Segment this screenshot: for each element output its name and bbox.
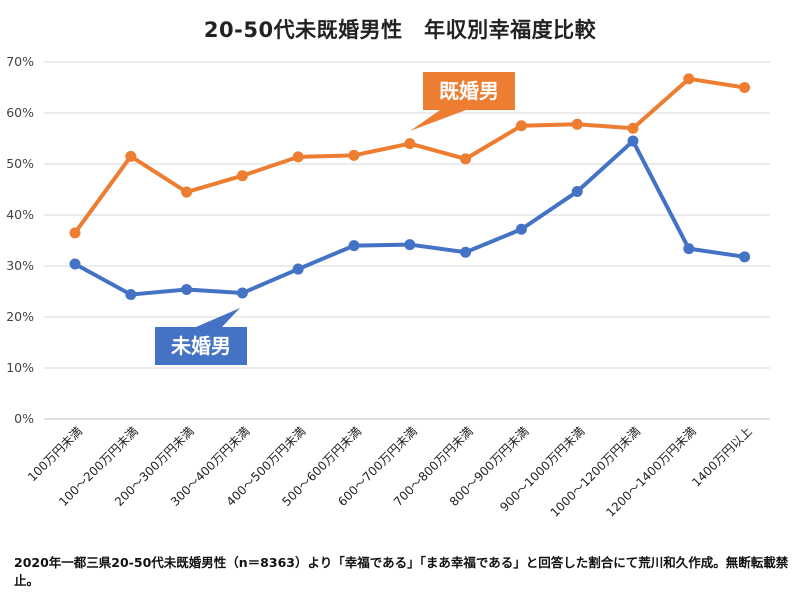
data-point	[292, 263, 304, 275]
data-point	[69, 258, 81, 270]
series-callout: 未婚男	[155, 308, 247, 365]
x-tick-label: 1400万円以上	[689, 424, 754, 489]
data-point	[69, 227, 81, 239]
line-chart: 0% 10% 20% 30% 40% 50% 60% 70% 100万円未満100～200万円…	[6, 54, 770, 520]
callout-box	[423, 72, 515, 110]
data-point	[236, 287, 248, 299]
data-point	[125, 150, 137, 162]
data-point	[515, 120, 527, 132]
series-label: 既婚男	[439, 79, 499, 103]
y-tick-label: 50%	[6, 156, 34, 171]
data-point	[683, 243, 695, 255]
data-point	[460, 246, 472, 258]
data-point	[683, 73, 695, 85]
data-point	[739, 251, 751, 263]
y-tick-label: 10%	[6, 360, 34, 375]
data-point	[292, 151, 304, 163]
series-group	[69, 73, 751, 239]
callout-box	[155, 327, 247, 365]
data-point	[236, 170, 248, 182]
data-point	[460, 153, 472, 165]
data-point	[739, 82, 751, 93]
data-point	[125, 289, 137, 301]
data-point	[571, 186, 583, 198]
data-point	[181, 283, 193, 295]
series-label: 未婚男	[171, 334, 231, 358]
y-tick-label: 70%	[6, 54, 34, 69]
callout-pointer	[410, 110, 466, 131]
series-callout: 既婚男	[410, 72, 515, 131]
y-axis-ticks: 0% 10% 20% 30% 40% 50% 60% 70%	[6, 54, 34, 426]
callout-pointer	[196, 308, 240, 327]
data-point	[181, 186, 193, 198]
data-point	[571, 118, 583, 130]
chart-title: 20-50代未既婚男性 年収別幸福度比較	[203, 18, 597, 42]
x-tick-label: 100万円未満	[25, 424, 85, 484]
y-tick-label: 60%	[6, 105, 34, 120]
data-point	[404, 138, 416, 150]
x-axis-ticks: 100万円未満100～200万円未満200～300万円未満300～400万円未満…	[25, 424, 755, 520]
y-tick-label: 0%	[14, 411, 34, 426]
data-point	[348, 149, 360, 161]
data-point	[404, 239, 416, 251]
data-point	[515, 223, 527, 235]
data-point	[627, 122, 639, 134]
y-tick-label: 30%	[6, 258, 34, 273]
series	[69, 73, 751, 301]
series-line	[73, 76, 747, 235]
y-tick-label: 20%	[6, 309, 34, 324]
footnote: 2020年一都三県20-50代未既婚男性（n＝8363）より「幸福である」「まあ…	[14, 555, 789, 588]
data-point	[348, 240, 360, 252]
series-group	[69, 135, 751, 301]
y-tick-label: 40%	[6, 207, 34, 222]
data-point	[627, 135, 639, 147]
